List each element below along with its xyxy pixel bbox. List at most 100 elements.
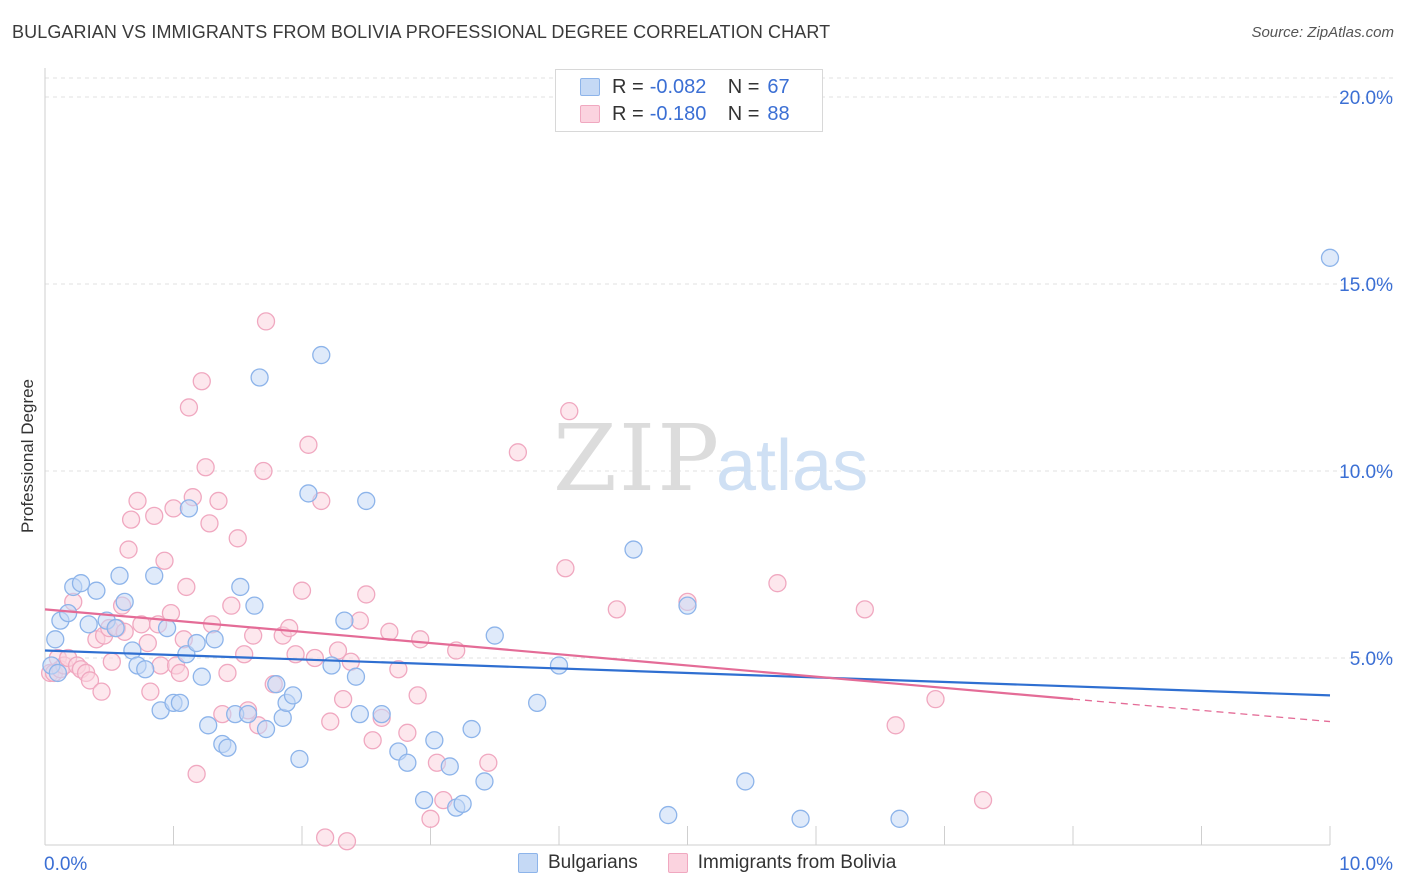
data-point (187, 764, 206, 784)
data-point (485, 626, 504, 645)
data-point (200, 514, 219, 533)
data-point (890, 809, 909, 828)
data-point (218, 663, 237, 683)
data-point (607, 600, 626, 619)
data-point (58, 603, 78, 623)
data-point (886, 716, 905, 735)
data-point (151, 656, 170, 675)
data-point (421, 809, 440, 828)
data-point (155, 551, 174, 570)
watermark-zip: ZIP (553, 405, 721, 512)
data-point (170, 693, 190, 713)
data-point (350, 704, 369, 724)
data-point (145, 506, 164, 526)
data-point (92, 682, 111, 701)
tick-labels: 5.0% 10.0% 15.0% 20.0% 0.0% 10.0% (44, 88, 1393, 875)
source-label: Source: ZipAtlas.com (1251, 24, 1394, 41)
data-point (624, 540, 643, 559)
series-bulgarians (42, 248, 1340, 828)
data-point (335, 611, 354, 630)
data-point (244, 626, 263, 645)
data-point (791, 809, 810, 828)
data-point (136, 660, 155, 679)
r-label: R = (612, 75, 644, 98)
data-point (179, 499, 199, 518)
chart-title: BULGARIAN VS IMMIGRANTS FROM BOLIVIA PRO… (12, 22, 831, 42)
data-point (119, 540, 138, 559)
data-point (192, 372, 211, 391)
series-legend: Bulgarians Immigrants from Bolivia (518, 852, 926, 874)
data-point (305, 648, 325, 668)
data-point (475, 772, 494, 791)
data-point (321, 712, 340, 731)
data-point (357, 491, 376, 511)
data-point (128, 491, 147, 511)
data-point (299, 435, 318, 454)
data-point (389, 660, 408, 679)
data-point (157, 618, 177, 638)
data-point (279, 618, 299, 638)
legend-item-bulgarians[interactable]: Bulgarians (518, 852, 638, 874)
y-tick-label: 15.0% (1339, 275, 1393, 296)
data-point (528, 693, 547, 713)
axes (44, 68, 1331, 846)
legend-swatch-blue (518, 853, 538, 873)
data-point (283, 686, 303, 705)
data-point (102, 652, 121, 671)
series-immigrants-from-bolivia (40, 312, 993, 851)
data-point (479, 753, 498, 772)
legend-swatch-blue (580, 78, 600, 96)
grid-lines (45, 77, 1395, 659)
data-point (736, 772, 755, 791)
legend-swatch-pink (580, 105, 600, 123)
data-point (508, 443, 528, 462)
data-point (346, 667, 366, 686)
trend-line-bolivia (44, 608, 1074, 701)
data-point (560, 402, 579, 421)
data-point (177, 577, 196, 597)
data-point (228, 529, 247, 548)
data-point (164, 499, 183, 518)
data-point (973, 790, 993, 810)
legend-row-bulgarians: R = -0.082 N = 67 (580, 74, 790, 100)
data-point (254, 461, 273, 481)
data-point (273, 708, 292, 727)
data-point (333, 689, 353, 709)
data-point (110, 566, 129, 585)
data-point (549, 656, 569, 675)
data-point (337, 832, 357, 851)
data-point (46, 630, 65, 649)
data-point (299, 484, 318, 503)
data-point (87, 581, 106, 600)
legend-row-bolivia: R = -0.180 N = 88 (580, 101, 790, 127)
data-point (855, 600, 874, 619)
legend-item-bolivia[interactable]: Immigrants from Bolivia (667, 852, 897, 874)
data-point (141, 682, 160, 701)
n-value: 88 (767, 102, 790, 125)
legend-label: Immigrants from Bolivia (697, 852, 897, 873)
data-point (235, 645, 254, 664)
data-point (357, 585, 376, 604)
data-point (115, 592, 134, 612)
data-point (372, 704, 391, 724)
data-point (199, 716, 218, 735)
data-point (209, 491, 228, 511)
data-point (1320, 248, 1340, 267)
x-tick-label: 0.0% (44, 854, 87, 875)
trend-line-bolivia-extension (1072, 698, 1331, 723)
data-point (196, 458, 215, 477)
data-point (453, 794, 472, 814)
data-point (380, 622, 399, 641)
data-point (71, 574, 91, 593)
data-point (312, 345, 331, 365)
data-point (768, 574, 787, 593)
correlation-legend: R = -0.082 N = 67 R = -0.180 N = 88 (555, 69, 823, 132)
y-tick-label: 5.0% (1350, 649, 1393, 670)
watermark-atlas: atlas (716, 426, 868, 506)
data-point (398, 753, 417, 772)
data-point (256, 312, 276, 331)
data-point (659, 805, 678, 825)
data-point (290, 749, 309, 769)
data-point (245, 596, 264, 615)
